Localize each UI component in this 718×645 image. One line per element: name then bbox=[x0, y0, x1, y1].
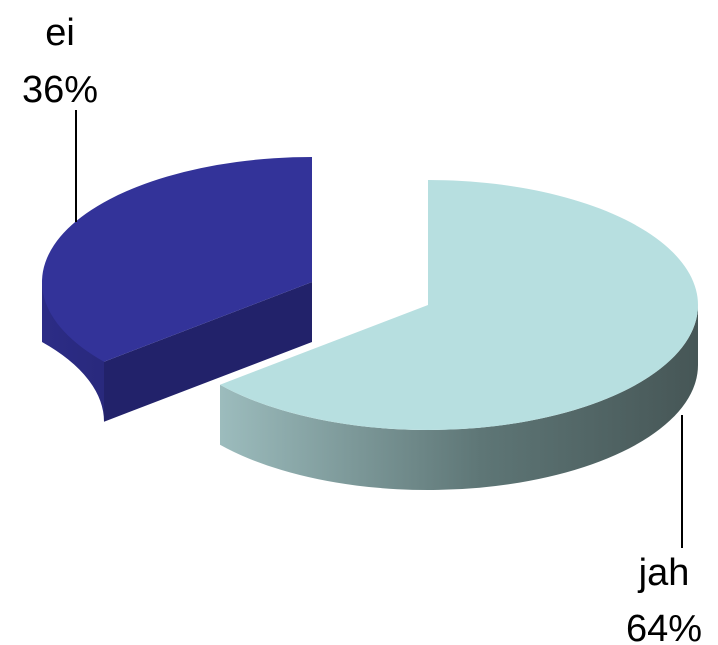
data-label-ei-value: 36% bbox=[22, 69, 98, 111]
slice-jah-group bbox=[220, 180, 698, 491]
slice-jah bbox=[220, 180, 698, 430]
data-label-ei-category: ei bbox=[45, 12, 75, 54]
slice-jah-side bbox=[220, 305, 698, 491]
data-label-jah-value: 64% bbox=[626, 608, 702, 645]
slice-ei bbox=[41, 157, 313, 362]
data-label-jah-category: jah bbox=[638, 552, 690, 594]
slice-ei-group bbox=[41, 157, 313, 422]
slice-ei-cut-face bbox=[104, 282, 312, 422]
